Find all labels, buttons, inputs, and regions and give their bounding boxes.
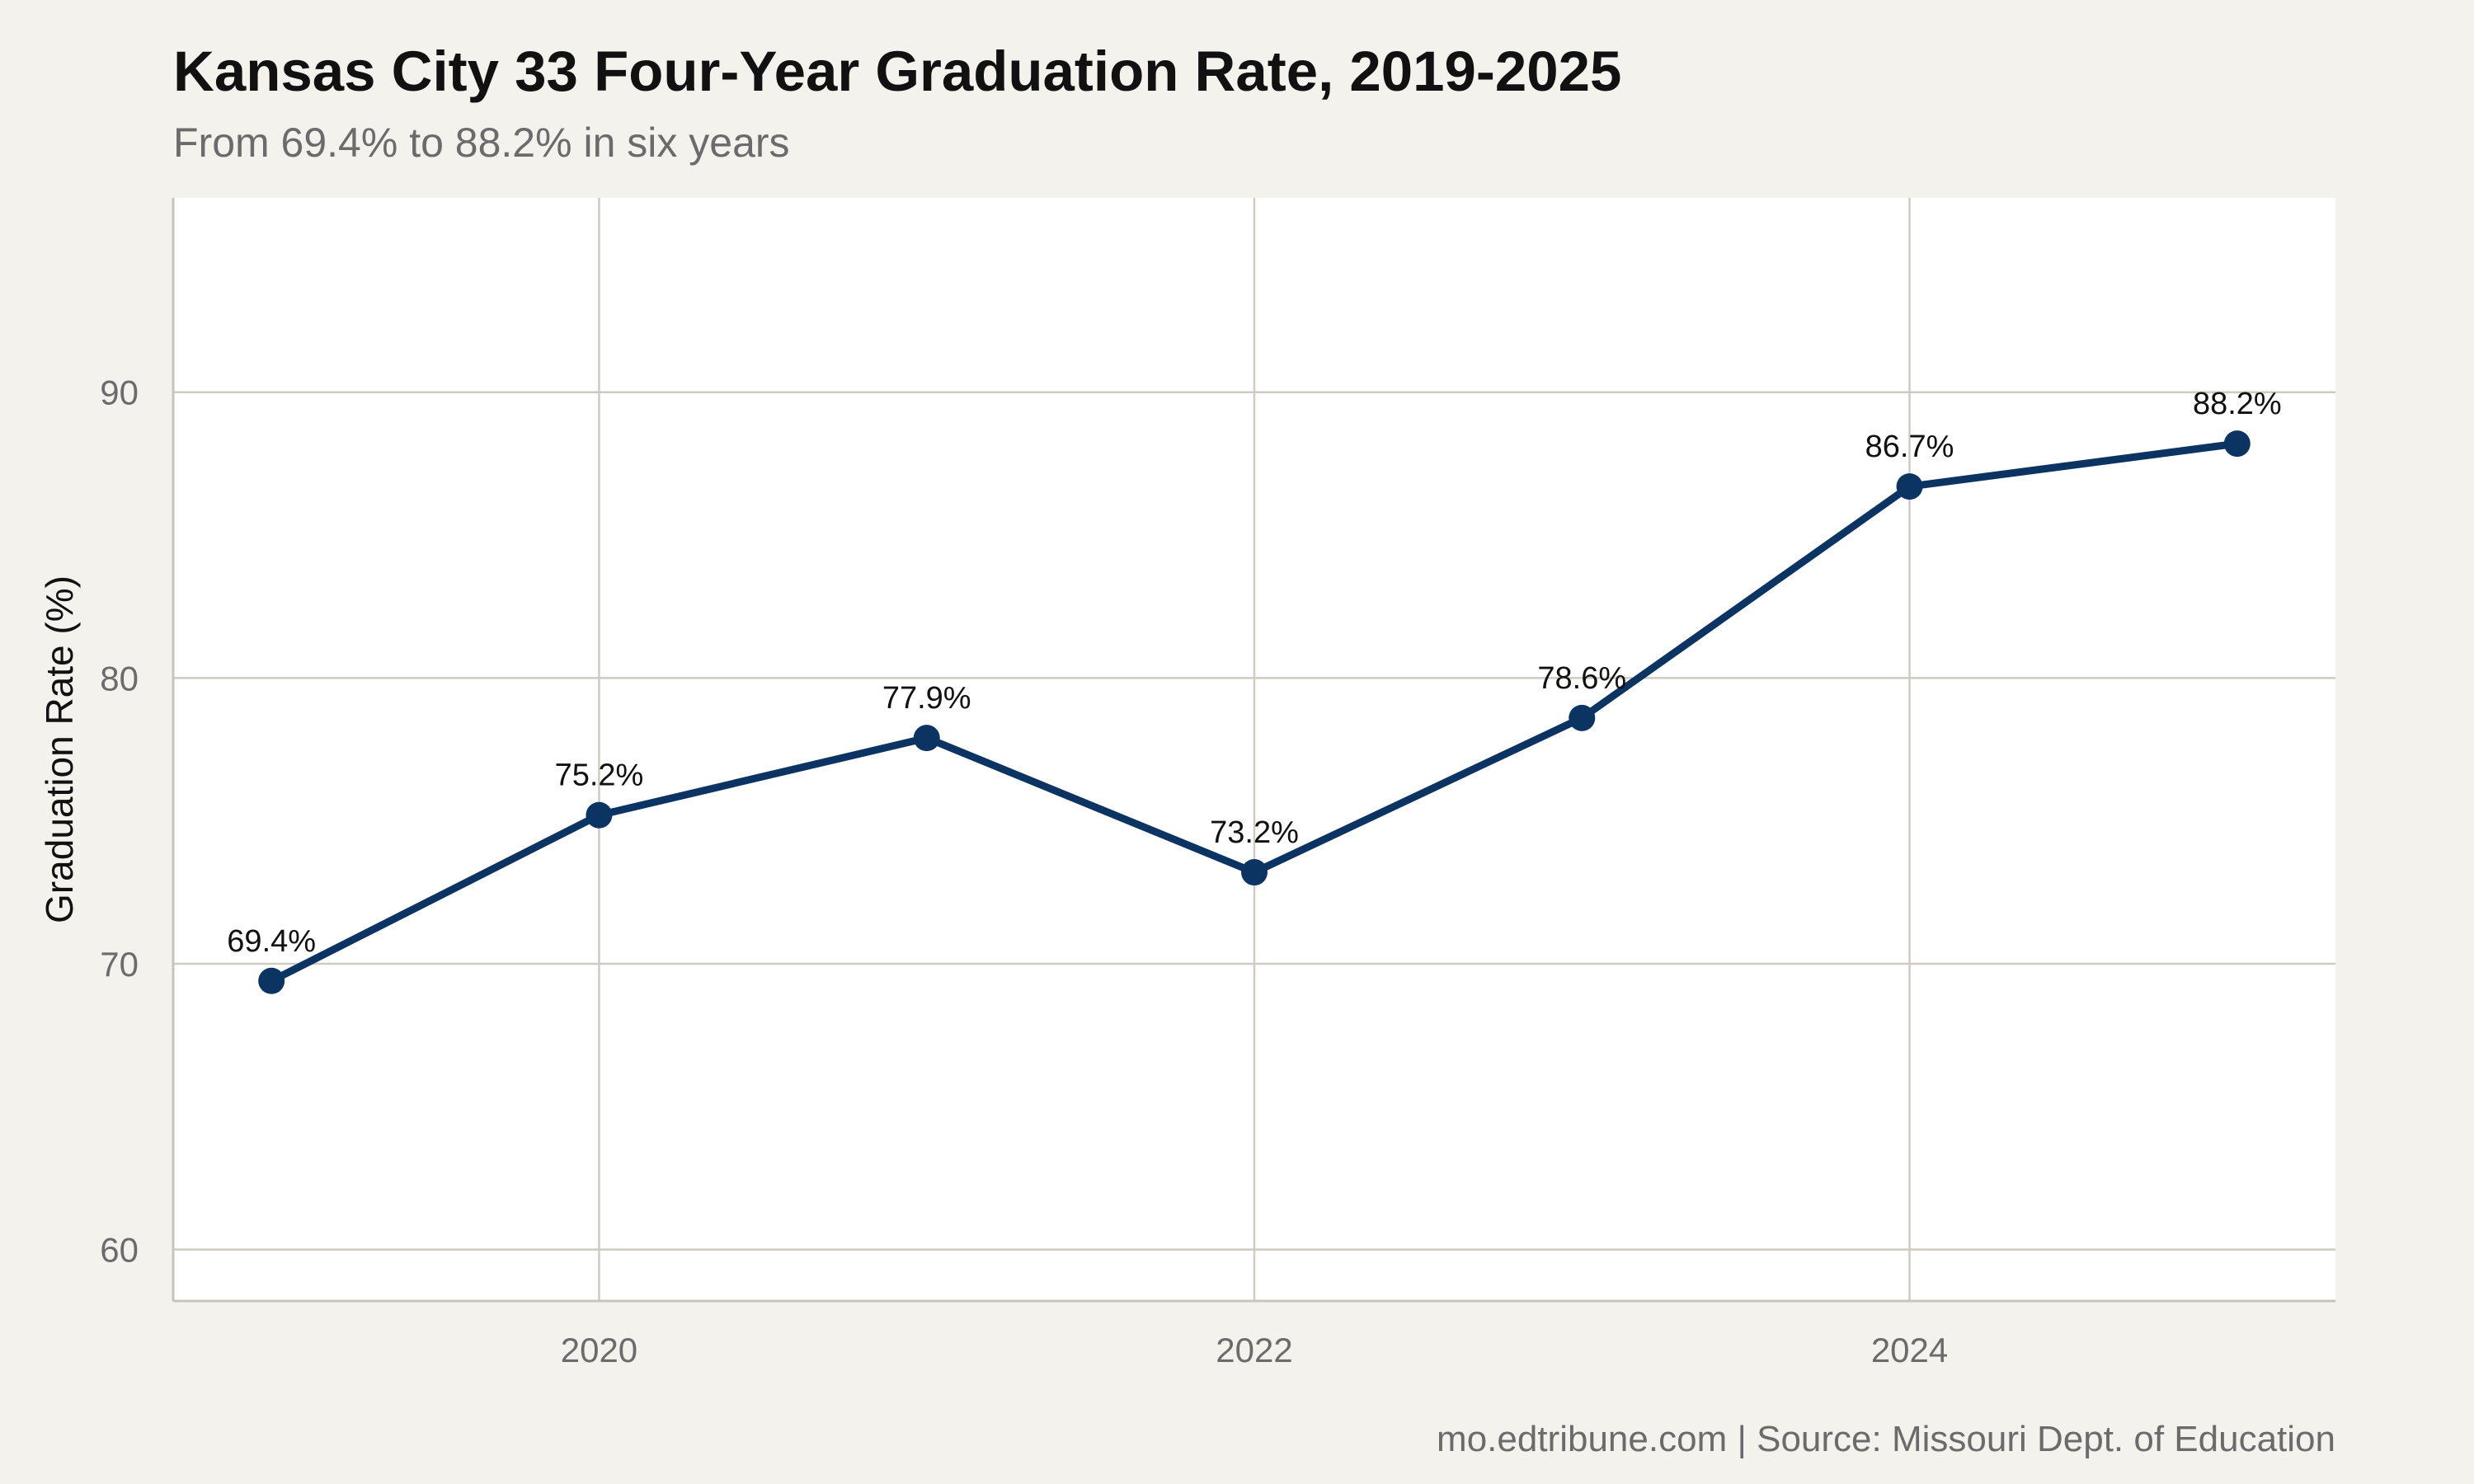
data-point [1896,473,1923,500]
x-tick-labels: 2020 2022 2024 [561,1331,1949,1369]
data-label: 88.2% [2193,387,2282,421]
x-tick-label: 2024 [1871,1331,1948,1369]
data-label: 75.2% [555,758,644,793]
y-tick-label: 70 [100,945,139,984]
data-point [586,801,613,829]
data-point [1241,859,1268,886]
x-tick-label: 2020 [561,1331,637,1369]
data-point [913,725,940,752]
x-tick-label: 2022 [1216,1331,1292,1369]
data-label: 86.7% [1865,430,1954,464]
data-labels: 69.4% 75.2% 77.9% 73.2% 78.6% 86.7% 88.2% [227,387,2281,959]
data-point [1569,704,1596,731]
data-label: 73.2% [1210,815,1299,850]
data-label: 77.9% [882,681,971,716]
axes [172,198,2335,1303]
series-graduation-rate [258,430,2251,994]
data-label: 78.6% [1537,661,1626,696]
y-tick-labels: 60 70 80 90 [100,373,139,1270]
y-tick-label: 80 [100,659,139,697]
y-tick-label: 90 [100,373,139,412]
y-axis-label: Graduation Rate (%) [38,575,81,923]
chart-title: Kansas City 33 Four-Year Graduation Rate… [173,40,1621,103]
data-label: 69.4% [227,924,316,959]
chart-subtitle: From 69.4% to 88.2% in six years [173,120,790,166]
y-tick-label: 60 [100,1231,139,1270]
source-caption: mo.edtribune.com | Source: Missouri Dept… [1437,1419,2335,1459]
data-point [2223,430,2251,458]
data-point [258,967,285,994]
grid-lines [173,198,2335,1301]
